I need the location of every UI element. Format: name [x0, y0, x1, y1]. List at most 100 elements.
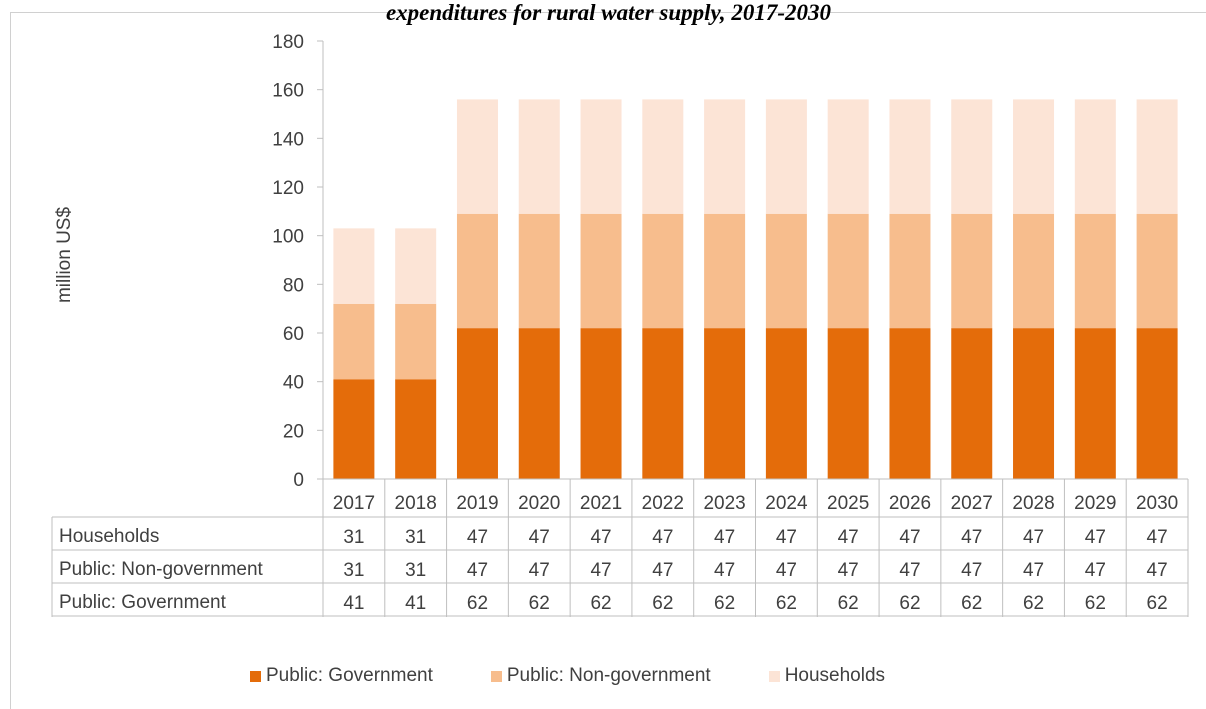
table-cell-value: 47: [838, 560, 859, 581]
bar-segment: [642, 328, 684, 479]
bar-segment: [518, 213, 560, 329]
bar-segment: [1013, 213, 1055, 329]
bar-segment: [642, 99, 684, 214]
table-cell-value: 47: [899, 560, 920, 581]
x-tick-label: 2026: [889, 493, 931, 514]
bar-segment: [951, 99, 993, 214]
table-row-label: Households: [59, 526, 159, 547]
table-cell-value: 47: [652, 527, 673, 548]
bar-segment: [1074, 328, 1116, 479]
bar-segment: [518, 328, 560, 479]
y-tick-label: 160: [272, 81, 304, 102]
table-cell-value: 47: [961, 527, 982, 548]
bar-segment: [951, 213, 993, 329]
y-tick-label: 0: [293, 470, 304, 491]
y-tick-label: 100: [272, 227, 304, 248]
table-cell-value: 62: [1147, 593, 1168, 614]
chart-legend: Public: Government Public: Non-government…: [250, 664, 943, 688]
table-row-label: Public: Non-government: [59, 559, 264, 580]
bar-segment: [827, 328, 869, 479]
bar-segment: [642, 213, 684, 329]
table-cell-value: 31: [343, 560, 364, 581]
table-cell-value: 47: [590, 527, 611, 548]
y-tick-label: 20: [283, 421, 304, 442]
x-tick-label: 2023: [703, 493, 745, 514]
bar-segment: [1136, 213, 1178, 329]
table-cell-value: 62: [1023, 593, 1044, 614]
bar-segment: [889, 213, 931, 329]
legend-label: Households: [784, 665, 886, 686]
y-tick-label: 60: [283, 324, 304, 345]
bar-segment: [827, 99, 869, 214]
legend-swatch: [768, 670, 780, 682]
table-cell-value: 31: [405, 527, 426, 548]
bar-segment: [765, 99, 807, 214]
y-axis-label: million US$: [54, 207, 75, 304]
legend-swatch: [490, 670, 502, 682]
table-cell-value: 47: [961, 560, 982, 581]
table-cell-value: 62: [1085, 593, 1106, 614]
table-cell-value: 47: [714, 560, 735, 581]
table-cell-value: 47: [1147, 560, 1168, 581]
y-tick-label: 80: [283, 275, 304, 296]
legend-swatch: [250, 670, 261, 682]
x-tick-label: 2018: [395, 493, 437, 514]
table-cell-value: 47: [529, 527, 550, 548]
legend-item: Public: Government: [250, 665, 433, 687]
x-tick-label: 2021: [580, 493, 622, 514]
chart-frame: expenditures for rural water supply, 201…: [10, 1, 1206, 709]
legend-item: Households: [768, 665, 886, 687]
table-row-label: Public: Government: [59, 592, 227, 613]
table-cell-value: 31: [405, 560, 426, 581]
bar-segment: [1074, 99, 1116, 214]
legend-item: Public: Non-government: [490, 665, 711, 687]
y-tick-label: 40: [283, 373, 304, 394]
table-cell-value: 47: [714, 527, 735, 548]
x-tick-label: 2029: [1074, 493, 1116, 514]
table-cell-value: 62: [899, 593, 920, 614]
bar-segment: [704, 328, 746, 479]
bar-segment: [889, 328, 931, 479]
x-tick-label: 2025: [827, 493, 869, 514]
bar-segment: [333, 303, 375, 380]
table-cell-value: 47: [776, 527, 797, 548]
table-cell-value: 47: [1023, 527, 1044, 548]
bar-segment: [333, 228, 375, 304]
y-tick-label: 120: [272, 178, 304, 199]
bar-segment: [456, 99, 498, 214]
bar-segment: [580, 213, 622, 329]
legend-label: Public: Government: [266, 665, 433, 686]
table-cell-value: 62: [776, 593, 797, 614]
bar-segment: [951, 328, 993, 479]
bar-segment: [580, 99, 622, 214]
bar-segment: [765, 213, 807, 329]
table-cell-value: 62: [467, 593, 488, 614]
bar-segment: [889, 99, 931, 214]
table-cell-value: 62: [529, 593, 550, 614]
bar-segment: [1013, 99, 1055, 214]
bar-segment: [765, 328, 807, 479]
table-cell-value: 62: [961, 593, 982, 614]
table-cell-value: 47: [652, 560, 673, 581]
table-cell-value: 47: [838, 527, 859, 548]
chart-title: expenditures for rural water supply, 201…: [385, 0, 832, 25]
x-tick-label: 2020: [518, 493, 560, 514]
table-cell-value: 62: [838, 593, 859, 614]
table-cell-value: 41: [343, 593, 364, 614]
bar-segment: [1136, 99, 1178, 214]
table-cell-value: 41: [405, 593, 426, 614]
x-tick-label: 2017: [333, 493, 375, 514]
table-cell-value: 47: [590, 560, 611, 581]
bar-segment: [456, 328, 498, 479]
bar-segment: [395, 379, 437, 479]
bar-segment: [395, 228, 437, 304]
x-tick-label: 2019: [456, 493, 498, 514]
legend-label: Public: Non-government: [506, 665, 711, 686]
y-tick-label: 140: [272, 129, 304, 150]
bar-segment: [518, 99, 560, 214]
y-tick-label: 180: [272, 32, 304, 53]
table-cell-value: 47: [899, 527, 920, 548]
x-tick-label: 2030: [1136, 493, 1178, 514]
x-tick-label: 2022: [642, 493, 684, 514]
